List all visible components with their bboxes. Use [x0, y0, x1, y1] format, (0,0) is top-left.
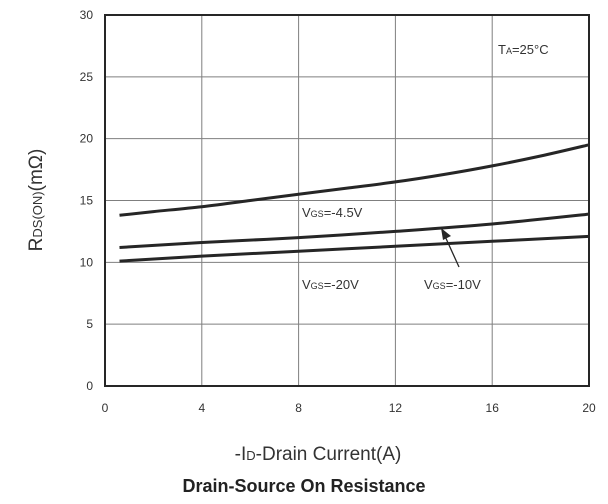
x-tick-label: 0: [102, 401, 109, 415]
y-tick-label: 10: [80, 255, 94, 269]
vgs-10v-pointer-arrowhead: [441, 228, 451, 240]
x-tick-label: 20: [582, 401, 596, 415]
y-tick-label: 15: [80, 194, 94, 208]
y-tick-labels: 0 5 10 15 20 25 30: [80, 8, 94, 393]
curve-vgs-4-5v: [119, 143, 590, 217]
vgs-10v-pointer-line: [443, 233, 460, 268]
y-tick-label: 0: [86, 379, 93, 393]
chart-title: Drain-Source On Resistance: [182, 476, 425, 496]
y-tick-label: 30: [80, 8, 94, 22]
gridlines: [105, 15, 589, 386]
curve-vgs-10v: [119, 212, 590, 249]
x-axis-title: -ID-Drain Current(A): [235, 444, 402, 465]
plot-frame: [104, 14, 590, 387]
y-tick-label: 25: [80, 70, 94, 84]
vgs-20v-label: VGS=-20V: [302, 277, 359, 292]
temperature-annotation: TA=25°C: [498, 42, 549, 57]
x-tick-label: 8: [295, 401, 302, 415]
y-tick-label: 5: [86, 317, 93, 331]
y-tick-label: 20: [80, 132, 94, 146]
curves: [119, 143, 590, 263]
curve-vgs-20v: [119, 234, 590, 263]
x-tick-label: 12: [389, 401, 403, 415]
vgs-4-5v-label: VGS=-4.5V: [302, 205, 363, 220]
vgs-10v-label: VGS=-10V: [424, 277, 481, 292]
y-axis-title: RDS(ON)(mΩ): [26, 149, 47, 252]
x-tick-label: 4: [198, 401, 205, 415]
x-tick-labels: 0 4 8 12 16 20: [102, 401, 596, 415]
x-tick-label: 16: [486, 401, 500, 415]
